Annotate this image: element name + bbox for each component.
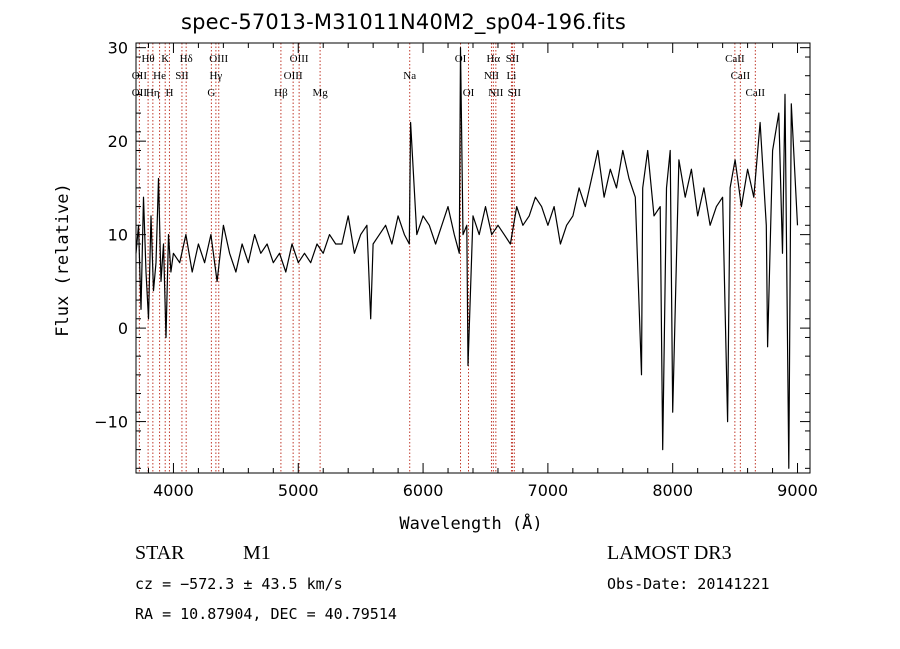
line-marker-label: NII xyxy=(484,70,500,82)
x-tick-label: 8000 xyxy=(652,481,693,500)
line-marker-label: OIII xyxy=(290,53,309,65)
line-marker-label: He xyxy=(153,70,166,82)
x-tick-label: 9000 xyxy=(777,481,818,500)
object-class: STAR xyxy=(135,542,185,564)
x-tick-label: 6000 xyxy=(403,481,444,500)
flux-series-line xyxy=(135,47,799,469)
line-marker-label: SII xyxy=(175,70,189,82)
line-marker-group xyxy=(138,43,756,473)
line-marker-label: Mg xyxy=(312,87,328,99)
y-tick-label: 0 xyxy=(118,319,128,338)
chart-title: spec-57013-M31011N40M2_sp04-196.fits xyxy=(181,10,626,34)
line-marker-label: OI xyxy=(455,53,467,65)
line-marker-label: Hη xyxy=(146,87,160,99)
line-marker-label: Hα xyxy=(486,53,500,65)
line-marker-label: SII xyxy=(506,53,520,65)
line-marker-label: OII xyxy=(132,70,148,82)
line-marker-label: Hγ xyxy=(209,70,222,82)
x-tick-label: 4000 xyxy=(153,481,194,500)
y-tick-label: 10 xyxy=(108,226,128,245)
flux-series-group xyxy=(135,47,799,469)
line-marker-label: Na xyxy=(403,70,416,82)
y-tick-label: 30 xyxy=(108,39,128,58)
plot-frame xyxy=(135,42,811,474)
x-tick-label: 7000 xyxy=(528,481,569,500)
y-tick-label: 20 xyxy=(108,132,128,151)
survey-name: LAMOST DR3 xyxy=(607,542,732,564)
x-tick-label: 5000 xyxy=(278,481,319,500)
line-marker-label: H xyxy=(165,87,173,99)
line-marker-label: Hδ xyxy=(180,53,193,65)
line-marker-label: Hθ xyxy=(141,53,154,65)
y-tick-label: −10 xyxy=(94,413,128,432)
line-marker-label: K xyxy=(161,53,169,65)
axis-ticks: 4000 5000 6000 7000 8000 9000 −10 0 10 20 30 xyxy=(94,39,818,500)
line-marker-label: OII xyxy=(132,87,148,99)
object-subclass: M1 xyxy=(243,542,271,564)
line-marker-label: OIII xyxy=(209,53,228,65)
line-marker-label: NII xyxy=(488,87,504,99)
coordinates: RA = 10.87904, DEC = 40.79514 xyxy=(135,605,397,623)
line-marker-label: CaII xyxy=(731,70,751,82)
line-marker-label: G xyxy=(207,87,215,99)
line-marker-label: OI xyxy=(463,87,475,99)
line-marker-label: Hβ xyxy=(274,87,288,99)
line-marker-label: OIII xyxy=(284,70,303,82)
redshift-velocity: cz = −572.3 ± 43.5 km/s xyxy=(135,575,343,593)
line-marker-label: CaII xyxy=(725,53,745,65)
observation-date: Obs-Date: 20141221 xyxy=(607,575,770,593)
x-axis-label: Wavelength (Å) xyxy=(399,512,542,534)
line-marker-label: Li xyxy=(507,70,517,82)
line-marker-label: CaII xyxy=(746,87,766,99)
line-marker-label: SII xyxy=(508,87,522,99)
y-axis-label: Flux (relative) xyxy=(53,183,73,337)
